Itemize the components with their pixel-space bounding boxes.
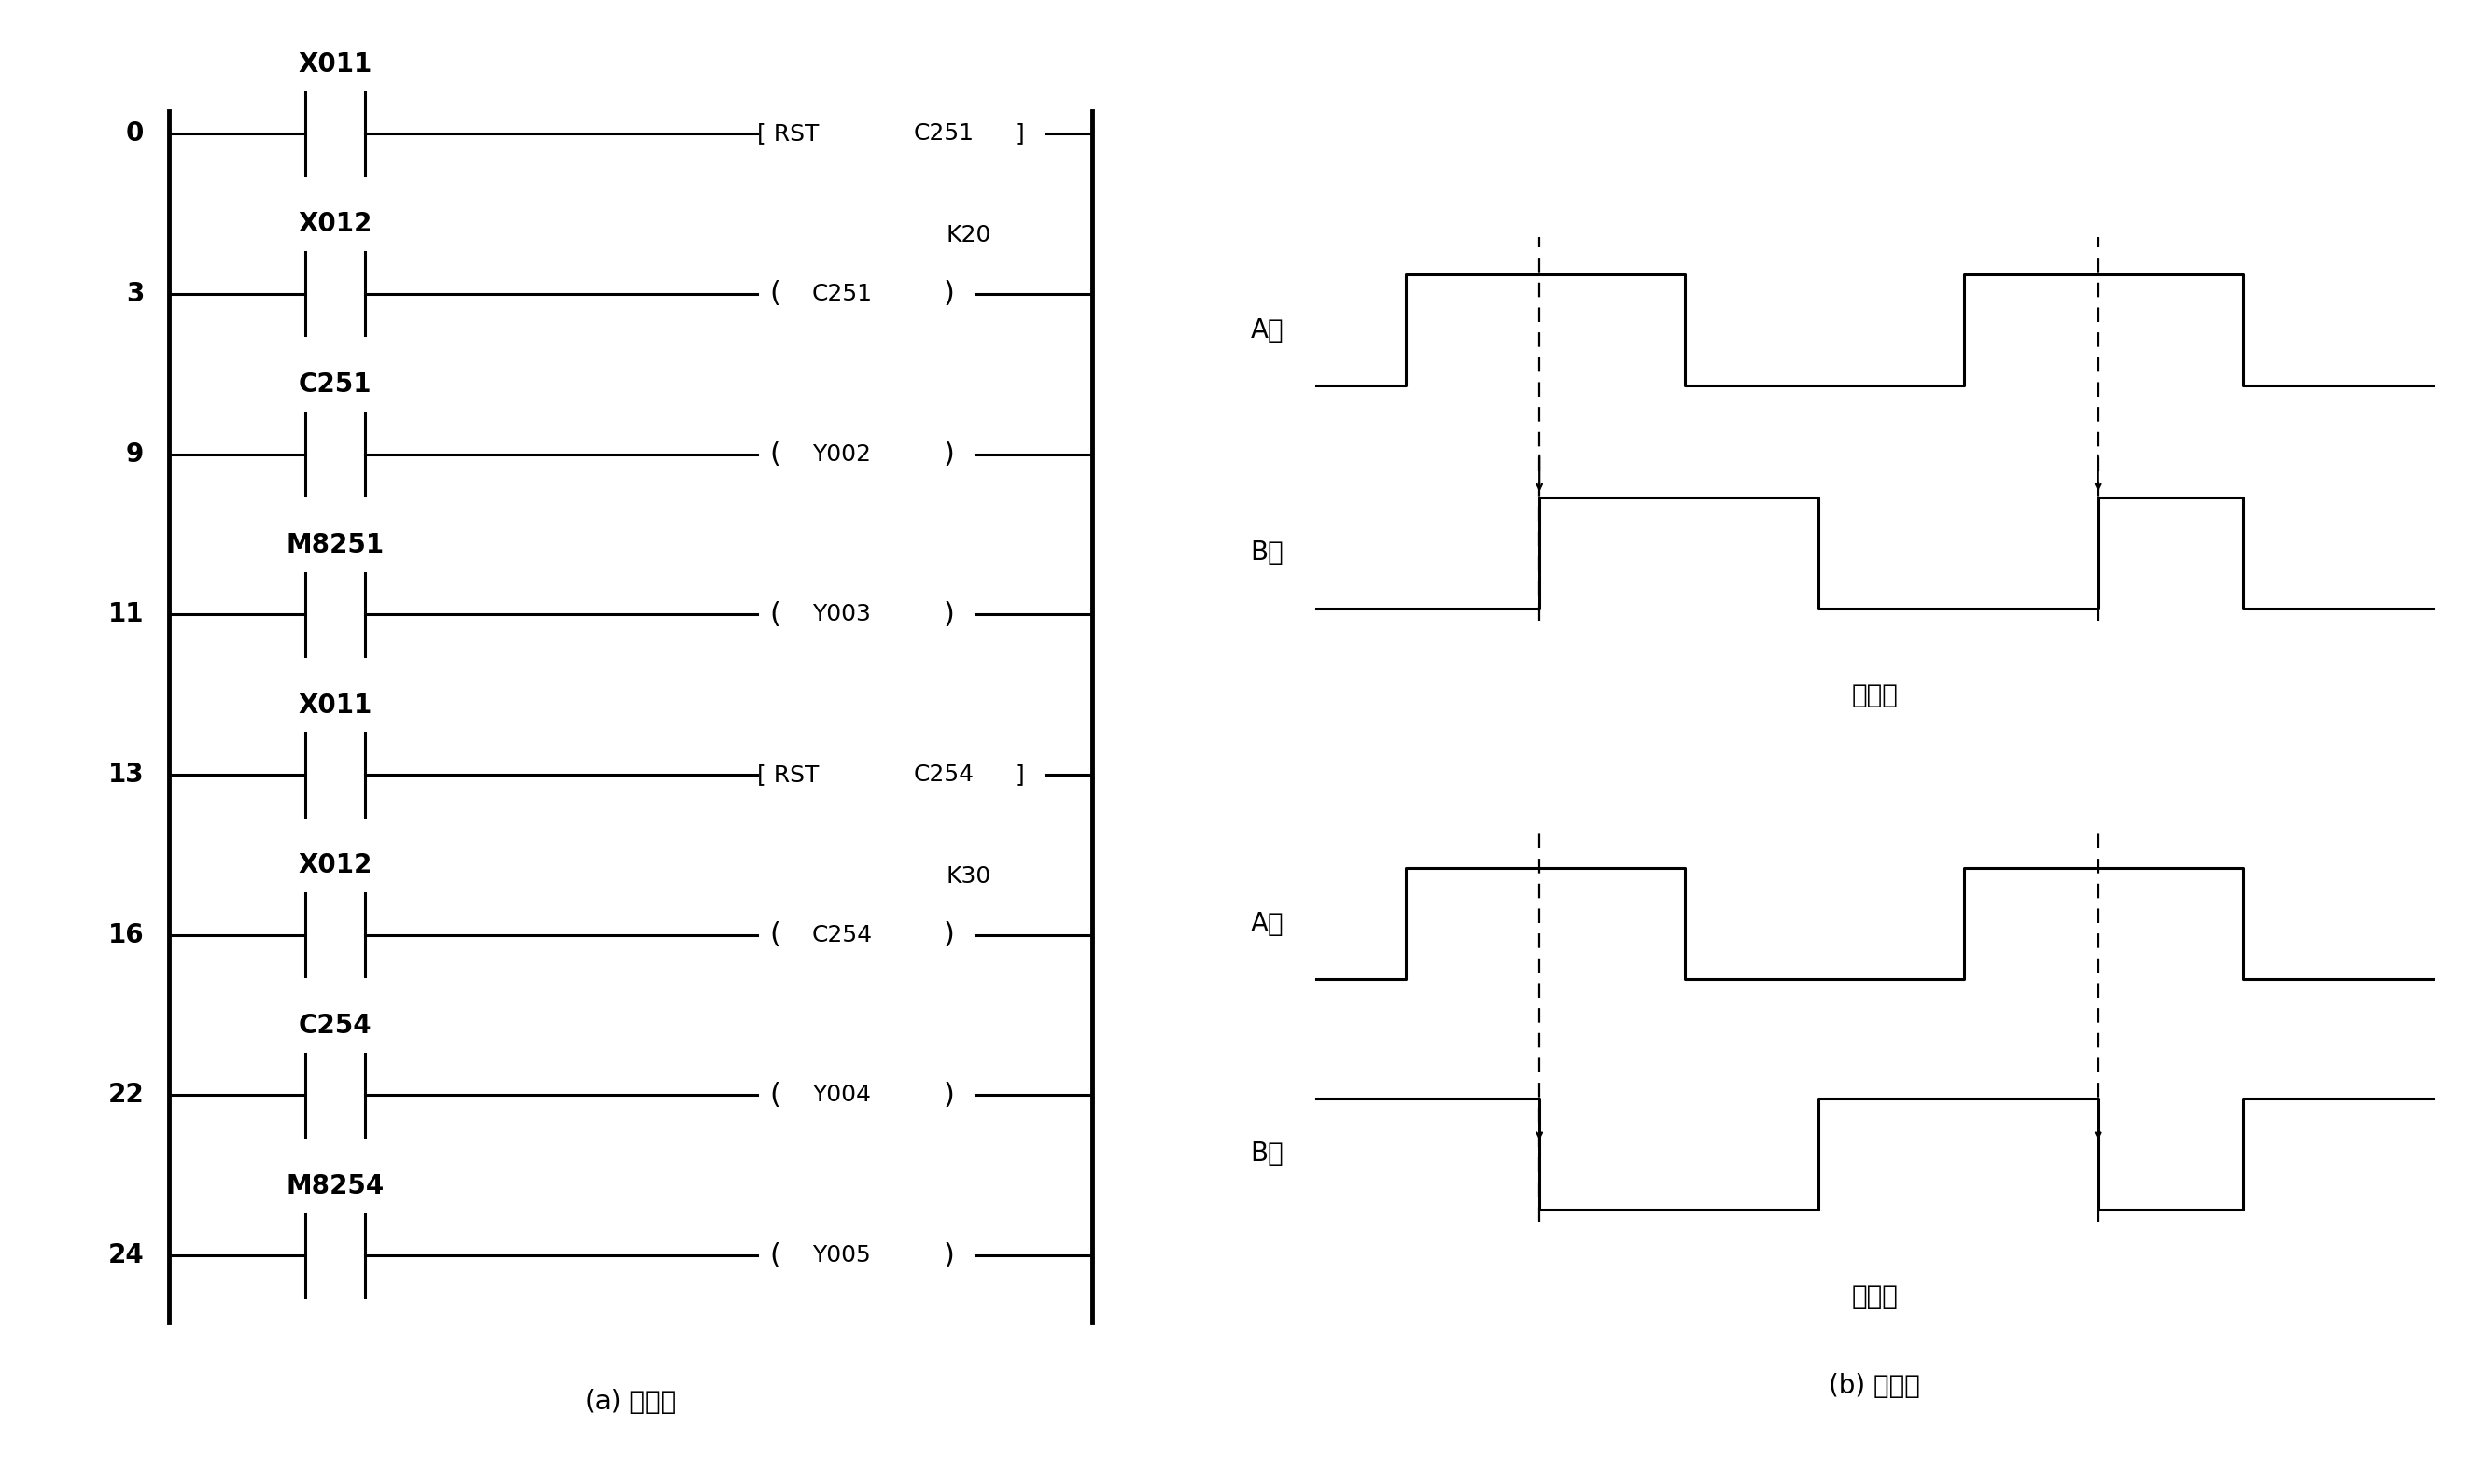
Text: ): )	[944, 280, 953, 307]
Text: X011: X011	[298, 692, 372, 718]
Text: B相: B相	[1251, 1141, 1284, 1166]
Text: (a) 梯形图: (a) 梯形图	[586, 1389, 675, 1416]
Text: 22: 22	[107, 1082, 144, 1109]
Text: X011: X011	[298, 50, 372, 77]
Text: (: (	[770, 1082, 780, 1109]
Text: [ RST: [ RST	[757, 763, 819, 787]
Text: A相: A相	[1251, 318, 1284, 343]
Text: 0: 0	[127, 120, 144, 147]
Text: B相: B相	[1251, 540, 1284, 565]
Text: K30: K30	[946, 865, 991, 887]
Text: Y002: Y002	[812, 442, 872, 466]
Text: ): )	[944, 1082, 953, 1109]
Text: 13: 13	[107, 761, 144, 788]
Text: (b) 时序图: (b) 时序图	[1830, 1373, 1919, 1399]
Text: 加计数: 加计数	[1852, 683, 1897, 709]
Text: X012: X012	[298, 852, 372, 879]
Text: C254: C254	[298, 1012, 372, 1039]
Text: C251: C251	[812, 282, 872, 306]
Text: C254: C254	[812, 923, 872, 947]
Text: (: (	[770, 1242, 780, 1269]
Text: (: (	[770, 280, 780, 307]
Text: K20: K20	[946, 224, 991, 246]
Text: 16: 16	[107, 922, 144, 948]
Text: 24: 24	[107, 1242, 144, 1269]
Text: C254: C254	[914, 763, 973, 787]
Text: M8254: M8254	[286, 1172, 385, 1199]
Text: Y005: Y005	[812, 1244, 872, 1267]
Text: ): )	[944, 441, 953, 467]
Text: (: (	[770, 922, 780, 948]
Text: 9: 9	[127, 441, 144, 467]
Text: C251: C251	[914, 122, 973, 145]
Text: M8251: M8251	[286, 531, 385, 558]
Text: ): )	[944, 601, 953, 628]
Text: Y004: Y004	[812, 1083, 872, 1107]
Text: (: (	[770, 601, 780, 628]
Text: C251: C251	[298, 371, 372, 398]
Text: ]: ]	[1016, 122, 1025, 145]
Text: (: (	[770, 441, 780, 467]
Text: ]: ]	[1016, 763, 1025, 787]
Text: 3: 3	[127, 280, 144, 307]
Text: A相: A相	[1251, 911, 1284, 936]
Text: [ RST: [ RST	[757, 122, 819, 145]
Text: 减计数: 减计数	[1852, 1284, 1897, 1310]
Text: 11: 11	[109, 601, 144, 628]
Text: ): )	[944, 1242, 953, 1269]
Text: ): )	[944, 922, 953, 948]
Text: Y003: Y003	[812, 603, 872, 626]
Text: X012: X012	[298, 211, 372, 237]
